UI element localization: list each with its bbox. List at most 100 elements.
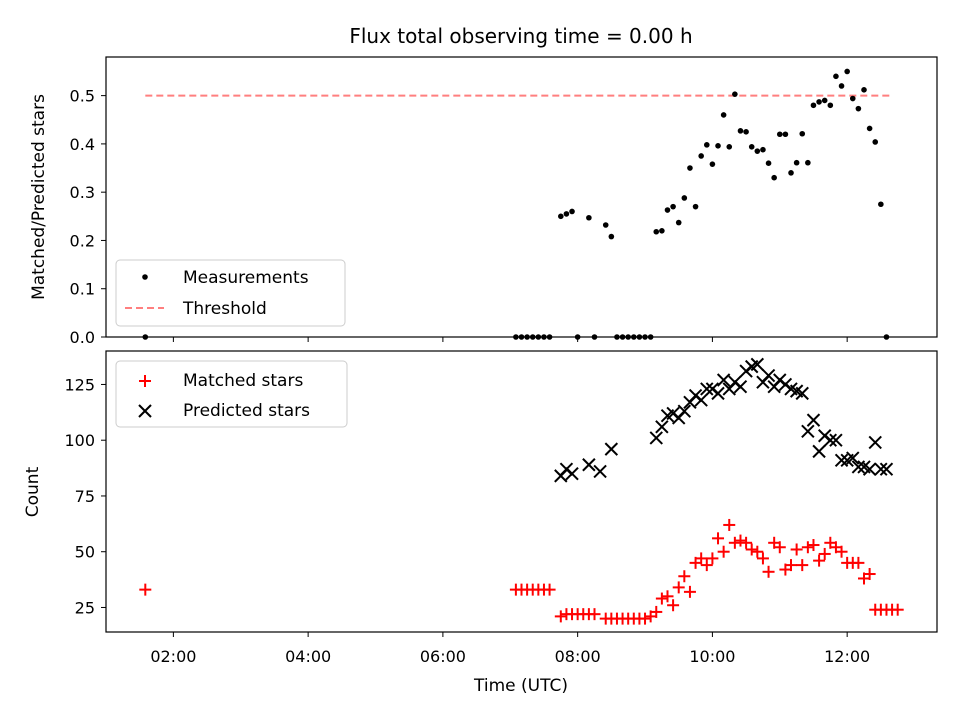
matched-star-point — [678, 570, 691, 583]
measurement-point — [670, 203, 676, 210]
matched-star-point — [785, 559, 798, 572]
matched-star-point — [554, 610, 567, 623]
matched-star-point — [813, 554, 826, 567]
bottom-x-axis: 02:00 04:00 06:00 08:00 10:00 12:00 — [150, 632, 870, 666]
predicted-star-point — [851, 460, 866, 474]
predicted-star-point — [733, 379, 748, 394]
predicted-star-point — [806, 413, 821, 427]
matched-star-point — [683, 585, 696, 598]
matched-star-point — [835, 545, 848, 558]
measurement-point — [732, 91, 738, 97]
matched-star-point — [734, 534, 747, 547]
measurement-point — [664, 207, 671, 213]
bottom-y-tick-label: 125 — [64, 375, 95, 394]
top-axes-frame — [105, 56, 938, 338]
x-tick-label: 08:00 — [555, 647, 601, 666]
bottom-y-tick-label: 75 — [75, 487, 95, 506]
predicted-star-point — [812, 444, 826, 459]
matched-star-point — [891, 603, 904, 616]
matched-star-point — [773, 541, 786, 554]
measurement-point — [793, 159, 800, 166]
measurement-point — [855, 105, 862, 112]
measurement-point — [771, 174, 777, 181]
predicted-star-point — [655, 420, 669, 434]
measurement-point — [715, 143, 721, 149]
measurement-point — [849, 95, 856, 102]
measurement-point — [748, 143, 755, 150]
predicted-star-point — [565, 466, 579, 481]
predicted-star-point — [829, 433, 843, 447]
matched-star-point — [655, 592, 668, 605]
measurement-point — [754, 148, 761, 154]
matched-star-point — [717, 545, 730, 558]
bottom-axes-frame — [105, 350, 938, 633]
legend-threshold-label: Threshold — [182, 299, 267, 319]
matched-star-point — [762, 565, 775, 578]
predicted-star-point — [846, 451, 860, 465]
predicted-star-point — [593, 464, 607, 479]
predicted-star-point — [879, 462, 894, 476]
bottom-y-tick-label: 50 — [75, 543, 95, 562]
predicted-star-point — [801, 424, 815, 438]
measurement-point — [866, 125, 873, 132]
measurement-point — [765, 160, 772, 167]
matched-star-point — [756, 552, 769, 565]
matched-star-point — [639, 612, 652, 625]
measurement-point — [788, 170, 794, 176]
measurement-point — [608, 233, 615, 240]
legend-predicted-marker — [138, 404, 152, 418]
legend-measurements-marker — [142, 274, 148, 280]
predicted-star-point — [649, 431, 663, 445]
matched-star-point — [790, 543, 803, 556]
matched-star-point — [667, 599, 680, 612]
predicted-star-point — [862, 462, 877, 476]
measurement-point — [687, 165, 693, 171]
measurement-point — [720, 112, 727, 118]
legend-matched-label: Matched stars — [183, 371, 303, 391]
bottom-panel: 25 50 75 100 125 02:00 04:00 06:00 08:00 10:00 12… — [23, 350, 938, 696]
predicted-star-point — [582, 458, 596, 472]
chart-title: Flux total observing time = 0.00 h — [349, 24, 692, 48]
measurement-point — [602, 222, 609, 228]
measurement-point — [878, 201, 884, 208]
top-panel: 0.0 0.1 0.2 0.3 0.4 0.5 Matched/Predicted sta… — [29, 56, 938, 347]
matched-star-point — [695, 552, 708, 565]
measurement-point — [563, 211, 570, 217]
measurement-point — [692, 203, 699, 210]
matched-star-point — [728, 536, 741, 549]
top-y-tick-label: 0.1 — [70, 280, 95, 299]
matched-star-point — [807, 539, 820, 552]
x-tick-label: 10:00 — [689, 647, 735, 666]
top-y-tick-label: 0.2 — [70, 231, 95, 250]
legend-measurements-label: Measurements — [183, 268, 309, 288]
predicted-star-point — [711, 386, 725, 401]
top-y-axis-label: Matched/Predicted stars — [29, 94, 49, 300]
measurement-point — [709, 161, 716, 167]
matched-star-point — [818, 547, 831, 560]
predicted-star-point — [795, 386, 809, 401]
top-y-tick-label: 0.4 — [70, 135, 95, 154]
measurement-point — [659, 227, 665, 234]
predicted-star-point — [700, 382, 714, 396]
matched-star-point — [863, 568, 876, 581]
top-legend: Measurements Threshold — [115, 259, 346, 327]
matched-star-point — [706, 552, 719, 565]
top-y-tick-label: 0.3 — [70, 183, 95, 202]
measurement-point — [760, 146, 766, 153]
matched-star-point — [745, 543, 758, 556]
matched-star-point — [139, 583, 152, 596]
measurement-point — [743, 129, 749, 135]
measurement-point — [681, 195, 688, 201]
predicted-star-point — [716, 373, 731, 387]
bottom-y-axis-label: Count — [23, 466, 43, 517]
measurement-point — [586, 214, 592, 221]
measurement-point — [810, 102, 817, 109]
matched-star-point — [852, 556, 865, 569]
measurement-point — [816, 99, 822, 105]
predicted-star-point — [677, 404, 692, 418]
predicted-star-point — [823, 433, 838, 447]
measurement-point — [703, 142, 710, 148]
bottom-plot-area — [139, 357, 904, 625]
measurement-point — [799, 130, 806, 137]
